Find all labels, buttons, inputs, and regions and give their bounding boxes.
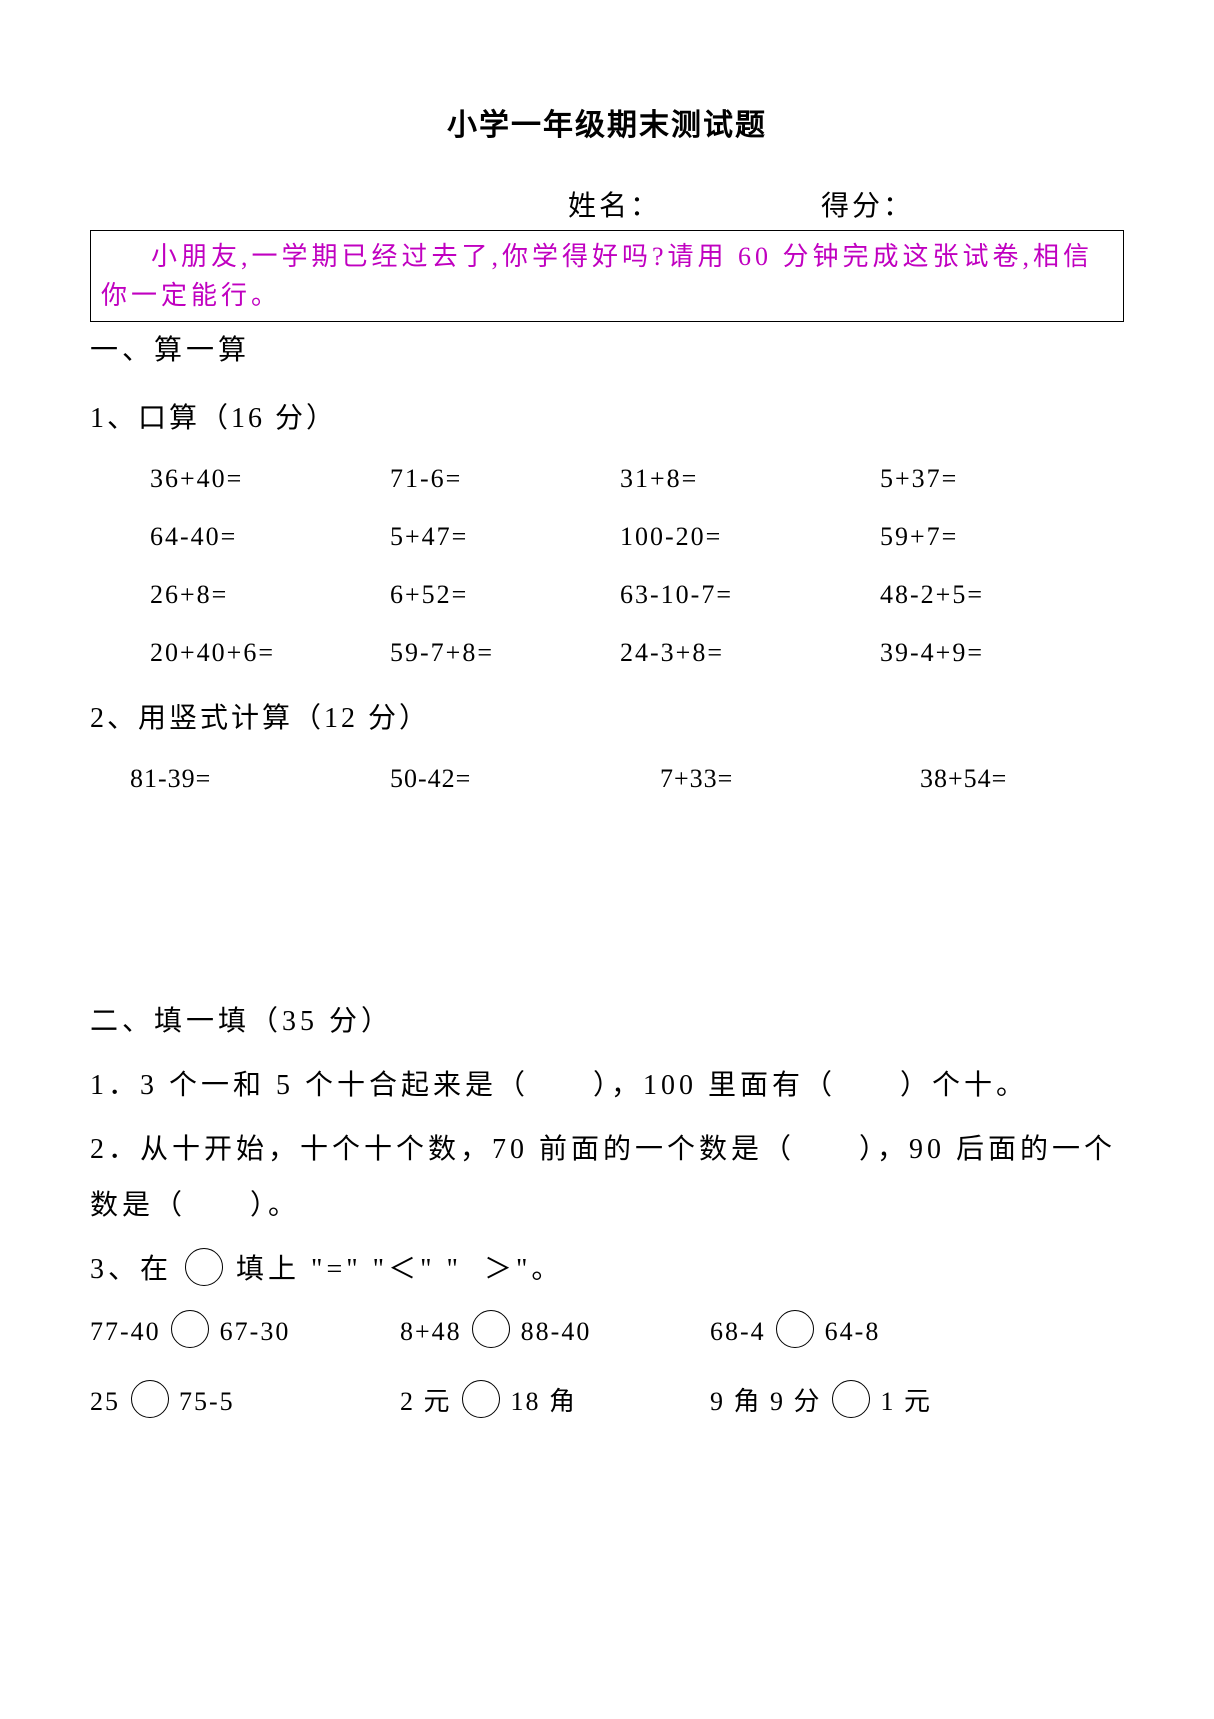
math-row: 26+8= 6+52= 63-10-7= 48-2+5=	[150, 580, 1124, 610]
page-title: 小学一年级期末测试题	[90, 100, 1124, 144]
cmp-right: 64-8	[825, 1317, 881, 1346]
math-cell: 63-10-7=	[620, 580, 880, 610]
compare-row: 77-40 67-30 8+48 88-40 68-4 64-8	[90, 1306, 1124, 1358]
math-cell: 100-20=	[620, 522, 880, 552]
compare-cell: 8+48 88-40	[400, 1306, 710, 1358]
math-cell: 5+47=	[390, 522, 620, 552]
vertical-math-row: 81-39= 50-42= 7+33= 38+54=	[130, 764, 1124, 794]
compare-cell: 9 角 9 分 1 元	[710, 1376, 1020, 1428]
fill-q1: 1．3 个一和 5 个十合起来是（ ），100 里面有（ ）个十。	[90, 1058, 1124, 1114]
compare-cell: 25 75-5	[90, 1376, 400, 1428]
q2-head: 2、用竖式计算（12 分）	[90, 696, 1124, 736]
math-cell: 5+37=	[880, 464, 1080, 494]
math-cell: 48-2+5=	[880, 580, 1080, 610]
circle-icon	[472, 1310, 510, 1348]
compare-cell: 2 元 18 角	[400, 1376, 710, 1428]
cmp-left: 68-4	[710, 1317, 766, 1346]
name-score-line: 姓名： 得分：	[90, 184, 1124, 224]
note-line1: 小朋友,一学期已经过去了,你学得好吗?请用 60 分钟完成这张试卷,相信	[151, 242, 1093, 271]
vertical-cell: 81-39=	[130, 764, 390, 794]
math-row: 36+40= 71-6= 31+8= 5+37=	[150, 464, 1124, 494]
math-cell: 6+52=	[390, 580, 620, 610]
math-cell: 24-3+8=	[620, 638, 880, 668]
cmp-right: 1 元	[881, 1387, 933, 1416]
vertical-cell: 50-42=	[390, 764, 660, 794]
fill-q3-head: 3、在 填上 "=" "＜" " ＞"。	[90, 1242, 1124, 1298]
math-cell: 20+40+6=	[150, 638, 390, 668]
math-cell: 36+40=	[150, 464, 390, 494]
cmp-right: 67-30	[220, 1317, 291, 1346]
circle-icon	[171, 1310, 209, 1348]
circle-icon	[131, 1380, 169, 1418]
compare-cell: 68-4 64-8	[710, 1306, 1020, 1358]
math-cell: 59+7=	[880, 522, 1080, 552]
score-label: 得分：	[821, 191, 914, 222]
math-cell: 64-40=	[150, 522, 390, 552]
cmp-right: 18 角	[511, 1387, 578, 1416]
cmp-right: 75-5	[179, 1387, 235, 1416]
math-cell: 59-7+8=	[390, 638, 620, 668]
vertical-cell: 7+33=	[660, 764, 920, 794]
circle-icon	[776, 1310, 814, 1348]
compare-cell: 77-40 67-30	[90, 1306, 400, 1358]
exam-page: 小学一年级期末测试题 姓名： 得分： 小朋友,一学期已经过去了,你学得好吗?请用…	[0, 0, 1214, 1719]
math-cell: 31+8=	[620, 464, 880, 494]
note-line2: 你一定能行。	[101, 281, 281, 310]
vertical-cell: 38+54=	[920, 764, 1100, 794]
cmp-left: 2 元	[400, 1387, 452, 1416]
math-row: 64-40= 5+47= 100-20= 59+7=	[150, 522, 1124, 552]
cmp-right: 88-40	[521, 1317, 592, 1346]
math-cell: 26+8=	[150, 580, 390, 610]
circle-icon	[462, 1380, 500, 1418]
note-box: 小朋友,一学期已经过去了,你学得好吗?请用 60 分钟完成这张试卷,相信 你一定…	[90, 230, 1124, 322]
circle-icon	[832, 1380, 870, 1418]
section2-head: 二、填一填（35 分）	[90, 994, 1124, 1050]
math-row: 20+40+6= 59-7+8= 24-3+8= 39-4+9=	[150, 638, 1124, 668]
compare-row: 25 75-5 2 元 18 角 9 角 9 分 1 元	[90, 1376, 1124, 1428]
cmp-left: 9 角 9 分	[710, 1387, 822, 1416]
math-cell: 71-6=	[390, 464, 620, 494]
circle-icon	[185, 1248, 223, 1286]
section2: 二、填一填（35 分） 1．3 个一和 5 个十合起来是（ ），100 里面有（…	[90, 994, 1124, 1428]
q1-head: 1、口算（16 分）	[90, 396, 1124, 436]
cmp-left: 25	[90, 1387, 120, 1416]
fill-q2: 2．从十开始，十个十个数，70 前面的一个数是（ ），90 后面的一个数是（ ）…	[90, 1122, 1124, 1234]
cmp-left: 77-40	[90, 1317, 161, 1346]
mental-math-grid: 36+40= 71-6= 31+8= 5+37= 64-40= 5+47= 10…	[150, 464, 1124, 668]
section1-head: 一、算一算	[90, 328, 1124, 368]
cmp-left: 8+48	[400, 1317, 462, 1346]
math-cell: 39-4+9=	[880, 638, 1080, 668]
name-label: 姓名：	[568, 191, 661, 222]
